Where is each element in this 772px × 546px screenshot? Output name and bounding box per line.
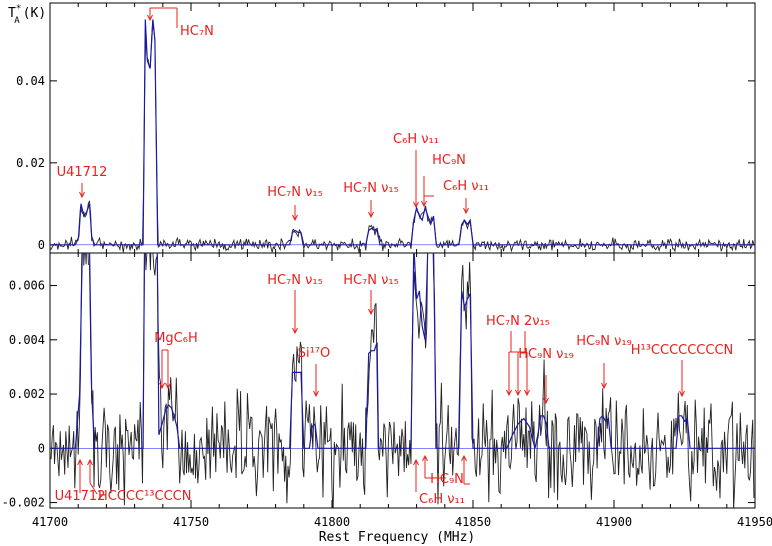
- annotation-label: HC₇N 2ν₁₅: [486, 314, 550, 329]
- y-axis-title: T* A (K): [8, 4, 46, 26]
- annotation-arrowhead: [461, 454, 467, 462]
- annotation-label: HC₇N ν₁₅: [267, 185, 323, 200]
- observed-spectrum: [50, 253, 755, 508]
- plot-frame: [49, 252, 756, 509]
- annotation-label: HC₉N ν₁₉: [576, 334, 632, 349]
- annotation-arrowhead: [413, 201, 419, 209]
- annotation-arrowhead: [368, 308, 374, 316]
- y-tick-label: 0: [38, 441, 45, 455]
- annotation-arrowhead: [147, 14, 153, 22]
- annotation-label: C₆H ν₁₁: [419, 492, 465, 507]
- annotation-arrowhead: [515, 389, 521, 397]
- annotation-arrowhead: [77, 458, 83, 466]
- model-spectrum: [50, 19, 755, 246]
- annotation-arrowhead: [524, 389, 530, 397]
- y-tick-label: 0.04: [16, 74, 45, 88]
- annotation-label: HCCCC¹³CCCN: [98, 489, 191, 504]
- svg-text:T*A(K): T* A (K): [8, 4, 46, 26]
- annotation-label: HC₉N: [432, 153, 466, 168]
- annotation-leader: [89, 482, 98, 495]
- annotation-label: H¹³CCCCCCCCN: [631, 343, 734, 358]
- top-panel: 0 0.02 0.04: [16, 2, 756, 254]
- annotations: HC₇N U41712 HC₇N ν₁₅ HC₇N ν₁₅ C₆H ν₁₁ HC₉N C₆H…: [55, 7, 734, 507]
- annotation-arrowhead: [543, 397, 549, 405]
- y-tick-label: 0.02: [16, 156, 45, 170]
- x-tick-label: 41800: [314, 515, 350, 529]
- x-tick-label: 41950: [737, 515, 772, 529]
- annotation-arrowhead: [79, 191, 85, 199]
- annotation-label: U41712: [55, 489, 106, 504]
- y-tick-label: -0.002: [2, 496, 45, 510]
- annotation-arrowhead: [368, 211, 374, 219]
- annotation-label: U41712: [57, 165, 108, 180]
- y-tick-label: 0.002: [9, 387, 45, 401]
- annotation-arrowhead: [413, 458, 419, 466]
- x-axis-title: Rest Frequency (MHz): [319, 530, 476, 545]
- annotation-arrowhead: [421, 200, 427, 208]
- annotation-arrowhead: [165, 382, 171, 390]
- annotation-arrowhead: [313, 390, 319, 398]
- y-tick-label: 0.004: [9, 333, 45, 347]
- y-tick-label: 0.006: [9, 279, 45, 293]
- x-tick-label: 41750: [173, 515, 209, 529]
- annotation-label: HC₇N: [180, 24, 214, 39]
- model-spectrum: [50, 253, 755, 449]
- x-tick-label: 41700: [32, 515, 68, 529]
- annotation-arrowhead: [292, 327, 298, 335]
- y-tick-label: 0: [38, 238, 45, 252]
- annotation-label: C₆H ν₁₁: [393, 132, 439, 147]
- annotation-label: MgC₆H: [154, 331, 198, 346]
- annotation-label: C₆H ν₁₁: [443, 179, 489, 194]
- annotation-arrowhead: [292, 214, 298, 222]
- annotation-arrowhead: [87, 458, 93, 466]
- annotation-arrowhead: [506, 389, 512, 397]
- annotation-arrowhead: [679, 390, 685, 398]
- annotation-label: HC₉N ν₁₉: [518, 347, 574, 362]
- annotation-arrowhead: [463, 207, 469, 215]
- annotation-arrowhead: [601, 382, 607, 390]
- annotation-label: Si¹⁷O: [298, 346, 331, 361]
- annotation-arrowhead: [159, 382, 165, 390]
- x-tick-label: 41900: [596, 515, 632, 529]
- annotation-label: HC₉N: [430, 472, 464, 487]
- annotation-label: HC₇N ν₁₅: [343, 181, 399, 196]
- annotation-arrowhead: [422, 454, 428, 462]
- annotation-label: HC₇N ν₁₅: [267, 273, 323, 288]
- x-tick-label: 41850: [455, 515, 491, 529]
- annotation-label: HC₇N ν₁₅: [343, 273, 399, 288]
- bottom-panel: -0.002 0 0.002 0.004 0.006 41700 41750 41800 418…: [2, 252, 772, 529]
